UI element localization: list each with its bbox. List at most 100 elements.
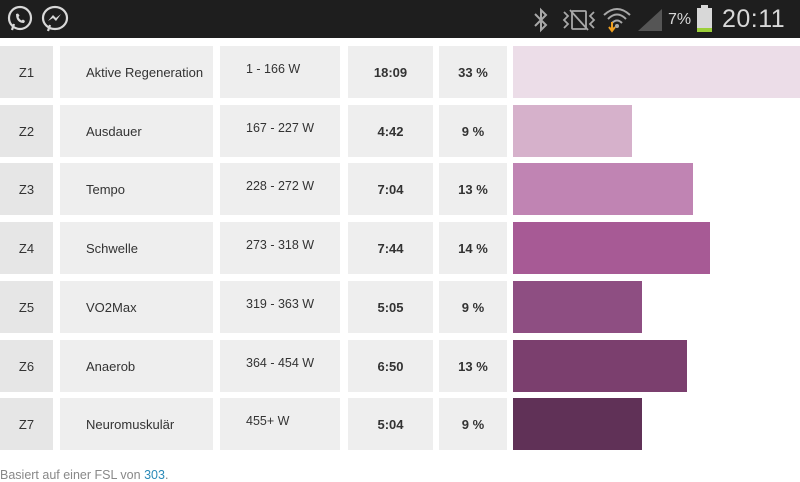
zone-time: 5:04 bbox=[348, 398, 433, 450]
zone-code: Z3 bbox=[0, 163, 53, 215]
zone-percent: 13 % bbox=[439, 163, 507, 215]
signal-icon bbox=[638, 9, 662, 31]
zone-code: Z2 bbox=[0, 105, 53, 157]
zone-percent-text: 9 % bbox=[461, 123, 485, 139]
zone-percent: 9 % bbox=[439, 398, 507, 450]
zone-time-text: 5:05 bbox=[377, 299, 404, 315]
zone-bar-track bbox=[513, 398, 800, 450]
zone-time: 7:44 bbox=[348, 222, 433, 274]
zone-name-text: Aktive Regeneration bbox=[86, 64, 204, 80]
zone-power-range: 1 - 166 W bbox=[220, 46, 340, 98]
zone-percent: 14 % bbox=[439, 222, 507, 274]
zone-power-range-text: 319 - 363 W bbox=[246, 297, 315, 311]
zone-bar-track bbox=[513, 222, 800, 274]
zone-bar bbox=[513, 281, 642, 333]
zone-power-range-text: 455+ W bbox=[246, 414, 290, 428]
zone-percent-text: 14 % bbox=[458, 240, 488, 256]
zone-row: Z5 VO2Max 319 - 363 W 5:05 9 % bbox=[0, 281, 800, 333]
zone-code-text: Z6 bbox=[18, 358, 35, 374]
zone-name: Ausdauer bbox=[60, 105, 213, 157]
footnote-suffix: . bbox=[164, 468, 169, 482]
zone-time: 7:04 bbox=[348, 163, 433, 215]
zone-code: Z4 bbox=[0, 222, 53, 274]
zone-time-text: 7:44 bbox=[377, 240, 404, 256]
zone-power-range-text: 273 - 318 W bbox=[246, 238, 315, 252]
zone-percent: 9 % bbox=[439, 105, 507, 157]
zone-code: Z6 bbox=[0, 340, 53, 392]
zone-time-text: 5:04 bbox=[377, 416, 404, 432]
battery-icon bbox=[697, 5, 712, 32]
clock: 20:11 bbox=[722, 5, 786, 33]
zone-bar-track bbox=[513, 163, 800, 215]
zone-name: Schwelle bbox=[60, 222, 213, 274]
zone-code-text: Z5 bbox=[18, 299, 35, 315]
zone-bar bbox=[513, 46, 800, 98]
zone-bar bbox=[513, 222, 710, 274]
zone-bar-track bbox=[513, 46, 800, 98]
whatsapp-icon bbox=[7, 5, 33, 31]
zone-bar-track bbox=[513, 281, 800, 333]
zone-code-text: Z1 bbox=[18, 64, 35, 80]
zone-row: Z7 Neuromuskulär 455+ W 5:04 9 % bbox=[0, 398, 800, 450]
zone-name: Anaerob bbox=[60, 340, 213, 392]
zone-time: 18:09 bbox=[348, 46, 433, 98]
zone-percent: 9 % bbox=[439, 281, 507, 333]
zone-percent-text: 13 % bbox=[458, 358, 488, 374]
wifi-icon bbox=[603, 8, 631, 33]
zone-power-range: 167 - 227 W bbox=[220, 105, 340, 157]
zone-name: Tempo bbox=[60, 163, 213, 215]
messenger-icon bbox=[41, 5, 69, 32]
zone-code: Z7 bbox=[0, 398, 53, 450]
zone-time-text: 4:42 bbox=[377, 123, 404, 139]
zone-percent-text: 9 % bbox=[461, 299, 485, 315]
zone-code: Z1 bbox=[0, 46, 53, 98]
zone-name-text: Tempo bbox=[86, 181, 126, 197]
zone-row: Z3 Tempo 228 - 272 W 7:04 13 % bbox=[0, 163, 800, 215]
zone-power-range: 319 - 363 W bbox=[220, 281, 340, 333]
zone-name-text: VO2Max bbox=[86, 299, 137, 315]
zone-bar bbox=[513, 105, 632, 157]
status-bar: 7% 20:11 bbox=[0, 0, 800, 38]
zone-name: VO2Max bbox=[60, 281, 213, 333]
zone-code-text: Z7 bbox=[18, 416, 35, 432]
zone-time: 4:42 bbox=[348, 105, 433, 157]
zone-row: Z6 Anaerob 364 - 454 W 6:50 13 % bbox=[0, 340, 800, 392]
zone-percent: 13 % bbox=[439, 340, 507, 392]
zone-percent-text: 13 % bbox=[458, 181, 488, 197]
zone-power-range-text: 167 - 227 W bbox=[246, 121, 315, 135]
footnote-text: Basiert auf einer FSL von bbox=[0, 468, 141, 482]
zone-bar-track bbox=[513, 105, 800, 157]
bluetooth-icon bbox=[534, 7, 548, 33]
battery-percent: 7% bbox=[668, 11, 692, 28]
zone-name-text: Neuromuskulär bbox=[86, 416, 175, 432]
zone-power-range: 273 - 318 W bbox=[220, 222, 340, 274]
zone-time-text: 18:09 bbox=[373, 64, 408, 80]
zone-percent-text: 33 % bbox=[458, 64, 488, 80]
zone-percent-text: 9 % bbox=[461, 416, 485, 432]
zone-power-range: 364 - 454 W bbox=[220, 340, 340, 392]
zone-bar-track bbox=[513, 340, 800, 392]
vibrate-icon bbox=[562, 9, 596, 31]
fsl-link[interactable]: 303 bbox=[144, 468, 165, 482]
zone-row: Z4 Schwelle 273 - 318 W 7:44 14 % bbox=[0, 222, 800, 274]
zone-power-range: 455+ W bbox=[220, 398, 340, 450]
zone-name-text: Anaerob bbox=[86, 358, 136, 374]
zone-percent: 33 % bbox=[439, 46, 507, 98]
zone-power-range-text: 1 - 166 W bbox=[246, 62, 301, 76]
zone-bar bbox=[513, 340, 687, 392]
zone-time-text: 6:50 bbox=[377, 358, 404, 374]
zone-row: Z1 Aktive Regeneration 1 - 166 W 18:09 33 % bbox=[0, 46, 800, 98]
footnote: Basiert auf einer FSL von 303. bbox=[0, 468, 168, 482]
zone-power-range: 228 - 272 W bbox=[220, 163, 340, 215]
zone-name-text: Schwelle bbox=[86, 240, 139, 256]
zone-code-text: Z4 bbox=[18, 240, 35, 256]
zone-name-text: Ausdauer bbox=[86, 123, 142, 139]
zone-code-text: Z3 bbox=[18, 181, 35, 197]
zone-row: Z2 Ausdauer 167 - 227 W 4:42 9 % bbox=[0, 105, 800, 157]
zone-time: 5:05 bbox=[348, 281, 433, 333]
zone-power-range-text: 364 - 454 W bbox=[246, 356, 315, 370]
zone-bar bbox=[513, 163, 693, 215]
zone-time: 6:50 bbox=[348, 340, 433, 392]
zone-code: Z5 bbox=[0, 281, 53, 333]
zone-code-text: Z2 bbox=[18, 123, 35, 139]
